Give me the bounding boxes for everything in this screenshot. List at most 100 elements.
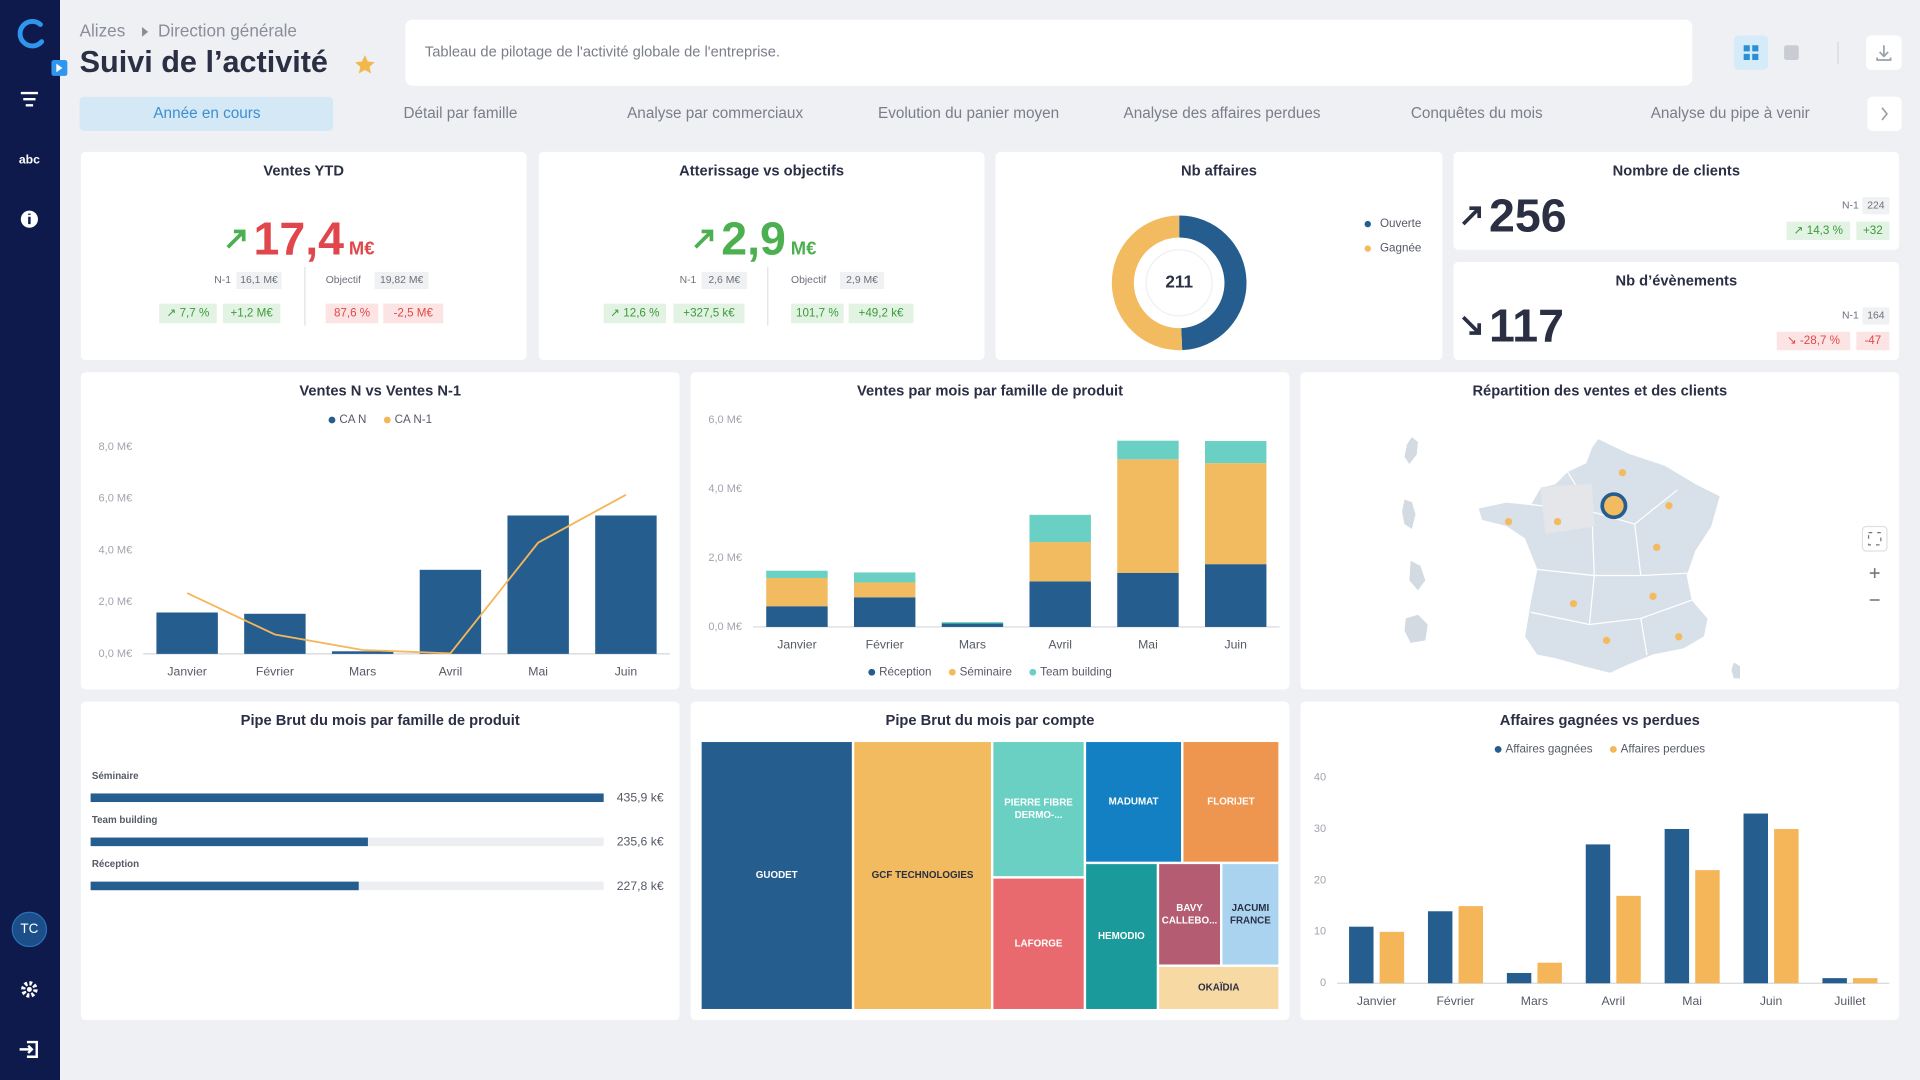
bar-segment — [1117, 572, 1179, 627]
trend-arrow — [226, 229, 246, 249]
badge-text: ↗ 14,3 % — [1794, 224, 1843, 237]
x-tick-label: Avril — [1601, 994, 1625, 1008]
map-region — [1540, 483, 1595, 534]
kpi-value: 117 — [1489, 300, 1564, 352]
legend-marker — [383, 416, 391, 424]
tab[interactable]: Année en cours — [153, 105, 261, 122]
y-tick-label: 0,0 M€ — [708, 621, 742, 633]
n1-label: N-1 — [1842, 311, 1859, 322]
bar-segment — [766, 577, 828, 607]
map-point — [1665, 502, 1673, 510]
badge-text: ↗ 7,7 % — [167, 307, 210, 320]
bar-segment — [1029, 542, 1091, 582]
n1-label: N-1 — [1842, 200, 1859, 211]
page-title: Suivi de l’activité — [80, 45, 328, 79]
x-tick-label: Mai — [528, 664, 548, 678]
badge-text: +32 — [1863, 224, 1883, 237]
tab[interactable]: Analyse du pipe à venir — [1651, 105, 1810, 122]
treemap-label: HEMODIO — [1097, 930, 1145, 942]
legend-label: Gagnée — [1380, 242, 1421, 255]
y-tick-label: 4,0 M€ — [708, 483, 742, 495]
value-box — [701, 271, 747, 289]
map-territory — [1731, 662, 1740, 679]
description-box — [405, 19, 1693, 86]
x-tick-label: Mars — [1521, 994, 1548, 1008]
tab[interactable]: Conquêtes du mois — [1411, 105, 1543, 122]
bar-segment — [1117, 459, 1179, 573]
legend-label: Réception — [879, 665, 931, 678]
chart-title: Ventes N vs Ventes N-1 — [299, 384, 461, 400]
legend-marker — [1364, 245, 1371, 252]
map-country — [1477, 437, 1722, 675]
filter-icon[interactable] — [20, 91, 38, 107]
kpi-unit: M€ — [791, 238, 817, 259]
tab[interactable]: Analyse par commerciaux — [627, 105, 803, 122]
legend-marker — [948, 668, 956, 676]
bar — [1664, 828, 1690, 984]
settings-icon[interactable] — [21, 981, 38, 998]
bar-segment — [1029, 581, 1091, 627]
x-tick-label: Mars — [349, 664, 376, 678]
bar — [1458, 906, 1483, 984]
treemap-label-box: LAFORGE — [1015, 938, 1063, 949]
bar — [1427, 911, 1453, 984]
objective-label: Objectif — [326, 275, 361, 286]
line — [186, 493, 627, 655]
bar — [1585, 844, 1611, 984]
map[interactable] — [1402, 437, 1740, 679]
n1-value: 2,6 M€ — [708, 275, 740, 286]
kpi-value: 256 — [1489, 189, 1567, 241]
treemap-label: BAVY CALLEBO... — [1161, 902, 1218, 926]
breadcrumb-root[interactable]: Alizes — [80, 20, 126, 40]
tabs-next-button[interactable] — [1867, 96, 1902, 132]
donut-total: 211 — [1165, 271, 1193, 291]
badge — [1776, 331, 1851, 351]
chart-title: Affaires gagnées vs perdues — [1500, 713, 1700, 729]
value-label: 435,9 k€ — [617, 791, 664, 805]
map-fit-button[interactable] — [1861, 525, 1888, 552]
bar — [156, 612, 218, 654]
kpi-number: 17,4 — [253, 213, 344, 265]
user-avatar[interactable] — [11, 911, 48, 948]
logo[interactable] — [17, 19, 45, 49]
tab[interactable]: Analyse des affaires perdues — [1124, 105, 1321, 122]
badge-text: +1,2 M€ — [230, 307, 273, 320]
favorite-star[interactable] — [355, 55, 375, 74]
treemap-label: OKAÏDIA — [1198, 982, 1240, 994]
kpi-unit: M€ — [349, 238, 375, 259]
badge-text: -47 — [1864, 334, 1881, 347]
breadcrumb-current[interactable]: Direction générale — [158, 20, 297, 40]
tab[interactable]: Evolution du panier moyen — [878, 105, 1059, 122]
value-box — [840, 271, 885, 289]
objective-value: 2,9 M€ — [846, 275, 878, 286]
legend-label: CA N-1 — [395, 413, 432, 426]
map-zoom-in[interactable] — [1869, 568, 1880, 578]
tab[interactable]: Détail par famille — [403, 105, 517, 122]
grid-view-button[interactable] — [1733, 35, 1769, 70]
legend-label: Team building — [1040, 665, 1112, 678]
bar — [1743, 813, 1768, 984]
x-tick-label: Juin — [1224, 638, 1247, 652]
y-tick-label: 8,0 M€ — [99, 441, 133, 453]
n1-label: N-1 — [214, 275, 231, 286]
single-view-button[interactable] — [1784, 45, 1799, 60]
x-tick-label: Mai — [1682, 994, 1702, 1008]
text-icon[interactable]: abc — [19, 153, 40, 167]
bar-segment — [1117, 440, 1179, 460]
legend-label: Séminaire — [960, 665, 1012, 678]
bar — [419, 569, 482, 654]
y-tick-label: 40 — [1314, 771, 1326, 783]
logout-icon[interactable] — [19, 1040, 38, 1058]
x-tick-label: Janvier — [777, 638, 816, 652]
bar — [1853, 978, 1878, 984]
grid-view-icon — [1743, 45, 1759, 60]
treemap-label: FLORIJET — [1207, 795, 1255, 807]
bar-segment — [1205, 463, 1267, 565]
objective-value: 19,82 M€ — [380, 275, 424, 286]
treemap-cell — [993, 878, 1084, 1009]
badge-text: 87,6 % — [334, 307, 370, 320]
chart-title: Nb affaires — [1181, 163, 1257, 179]
badge — [383, 303, 444, 324]
trend-arrow — [694, 229, 714, 249]
